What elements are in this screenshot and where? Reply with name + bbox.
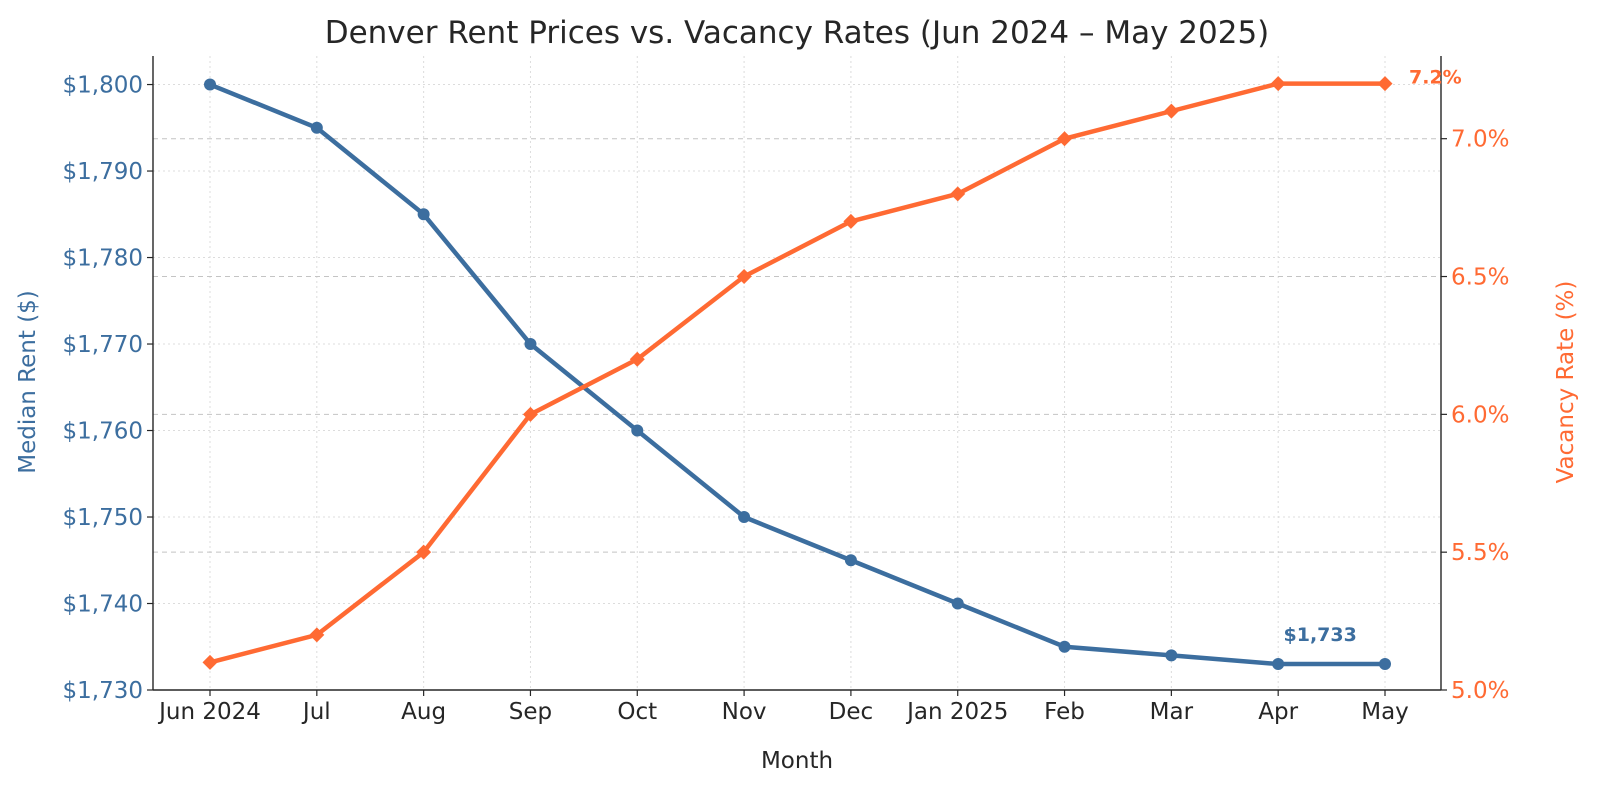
x-tick-label: Feb — [1044, 699, 1085, 725]
data-point — [736, 269, 752, 285]
data-point — [1377, 76, 1393, 92]
data-point — [1272, 658, 1285, 671]
x-tick-label: Jan 2025 — [905, 699, 1008, 725]
data-point — [1165, 649, 1178, 662]
right-tick-label: 5.0% — [1451, 678, 1509, 704]
left-axis-ticks: $1,730 $1,740 $1,750 $1,760 $1,770 $1,780 $1,7… — [63, 73, 153, 704]
right-axis-ticks: 5.0% 5.5% 6.0% 6.5% 7.0% — [1441, 127, 1509, 704]
data-point — [522, 406, 538, 422]
x-tick-label: Mar — [1150, 699, 1194, 725]
series-line — [207, 81, 1388, 665]
left-tick-label: $1,760 — [63, 419, 143, 445]
data-point — [951, 597, 964, 610]
data-point — [844, 554, 857, 567]
x-axis-label: Month — [761, 748, 833, 774]
x-tick-label: Sep — [509, 699, 552, 725]
data-point — [738, 511, 751, 524]
left-tick-label: $1,730 — [63, 678, 143, 704]
left-tick-label: $1,790 — [63, 159, 143, 185]
data-point — [1270, 76, 1286, 92]
data-point — [1057, 131, 1073, 147]
left-tick-label: $1,740 — [63, 592, 143, 618]
x-tick-label: Aug — [401, 699, 446, 725]
data-label: $1,733 — [1284, 624, 1357, 646]
data-point — [1058, 640, 1071, 653]
data-point — [416, 544, 432, 560]
series-median-rent — [204, 78, 1391, 671]
left-tick-label: $1,800 — [63, 73, 143, 99]
x-axis-ticks: Jun 2024 Jul Aug Sep Oct Nov Dec Jan 2025 Feb Mar… — [157, 690, 1409, 725]
left-tick-label: $1,770 — [63, 332, 143, 358]
data-point — [1163, 103, 1179, 119]
data-point — [204, 78, 216, 91]
x-tick-label: Apr — [1258, 699, 1298, 725]
data-point — [629, 351, 645, 367]
data-point — [843, 213, 859, 229]
data-point — [417, 208, 430, 221]
annotations: $1,733 7.2% — [1284, 67, 1462, 646]
axes — [152, 56, 1442, 691]
data-point — [309, 627, 325, 643]
series-vacancy-rate — [202, 76, 1393, 670]
data-label: 7.2% — [1409, 67, 1462, 89]
left-tick-label: $1,780 — [63, 246, 143, 272]
right-tick-label: 5.5% — [1451, 540, 1509, 566]
data-point — [310, 121, 323, 134]
right-tick-label: 6.0% — [1451, 402, 1509, 428]
data-point — [202, 654, 218, 670]
x-tick-label: Dec — [829, 699, 874, 725]
series-group — [202, 76, 1393, 671]
chart-title: Denver Rent Prices vs. Vacancy Rates (Ju… — [325, 15, 1270, 51]
data-point — [631, 424, 644, 437]
series-line — [207, 82, 1388, 667]
right-tick-label: 7.0% — [1451, 127, 1509, 153]
x-tick-label: Nov — [722, 699, 767, 725]
x-tick-label: May — [1361, 699, 1409, 725]
x-tick-label: Jul — [301, 699, 331, 725]
data-point — [950, 186, 966, 202]
right-axis-label: Vacancy Rate (%) — [1553, 281, 1579, 484]
left-tick-label: $1,750 — [63, 505, 143, 531]
right-tick-label: 6.5% — [1451, 265, 1509, 291]
x-tick-label: Jun 2024 — [157, 699, 261, 725]
left-axis-label: Median Rent ($) — [15, 290, 41, 474]
data-point — [524, 338, 537, 351]
x-tick-label: Oct — [617, 699, 657, 725]
data-point — [1379, 658, 1391, 671]
